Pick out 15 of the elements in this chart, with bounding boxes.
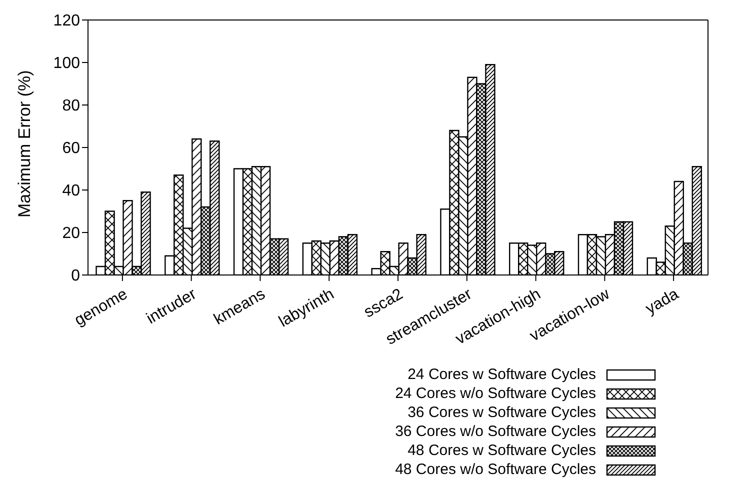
x-tick-label: yada [643,286,682,318]
y-tick-label: 60 [62,140,80,158]
y-tick-label: 0 [71,268,80,285]
legend-label: 24 Cores w Software Cycles [408,365,596,384]
y-tick-label: 120 [53,12,80,30]
y-axis-title: Maximum Error (%) [15,70,34,218]
legend-label: 36 Cores w Software Cycles [408,403,596,422]
legend-label: 48 Cores w/o Software Cycles [395,460,596,479]
y-tick-label: 40 [62,182,80,200]
y-tick-label: 20 [62,225,80,242]
legend-label: 36 Cores w/o Software Cycles [395,422,596,441]
legend-label: 24 Cores w/o Software Cycles [395,384,596,403]
legend-label: 48 Cores w Software Cycles [408,441,596,460]
y-tick-label: 100 [53,55,80,72]
y-tick-label: 80 [62,98,80,115]
